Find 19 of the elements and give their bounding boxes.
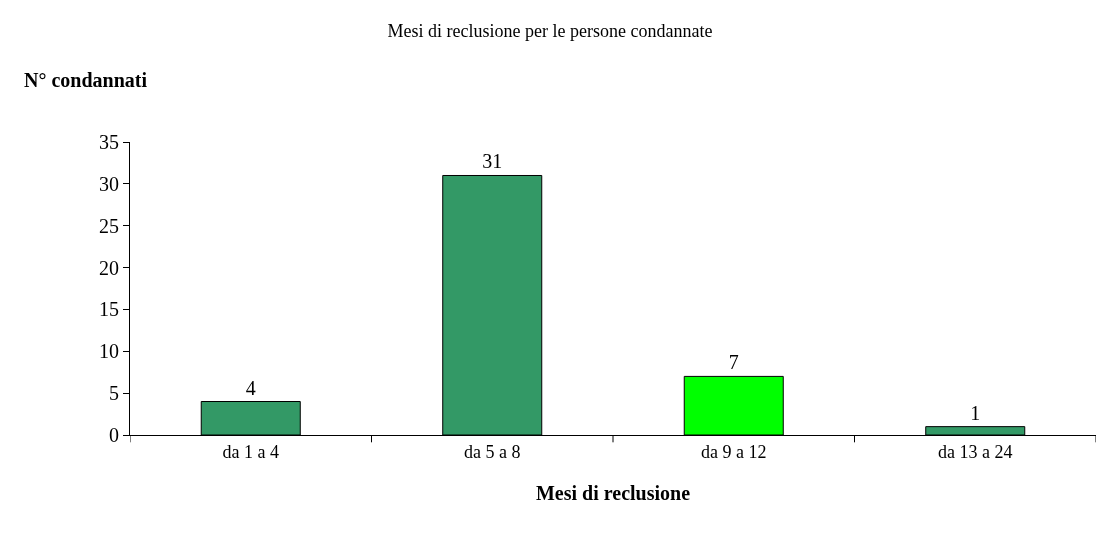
y-tick-label: 10	[99, 340, 119, 363]
data-label: 4	[245, 376, 256, 399]
data-label: 31	[482, 150, 503, 173]
x-tick-label: da 1 a 4	[222, 441, 279, 462]
y-tick-label: 0	[109, 424, 119, 446]
y-tick-label: 15	[99, 298, 119, 321]
y-tick-label: 25	[99, 214, 119, 237]
x-axis-title: Mesi di reclusione	[535, 482, 691, 505]
x-tick-label: da 13 a 24	[938, 441, 1013, 462]
y-tick-label: 5	[109, 382, 119, 405]
chart-title: Mesi di reclusione per le persone condannate	[387, 20, 713, 41]
y-tick-label: 30	[99, 172, 119, 195]
x-tick-label: da 9 a 12	[701, 441, 767, 462]
y-tick-label: 20	[99, 256, 119, 279]
y-axis-title: N° condannati	[24, 69, 148, 91]
y-tick-label: 35	[99, 131, 119, 153]
data-label: 1	[970, 401, 981, 424]
x-tick-label: da 5 a 8	[464, 441, 521, 462]
data-label: 7	[728, 351, 739, 374]
